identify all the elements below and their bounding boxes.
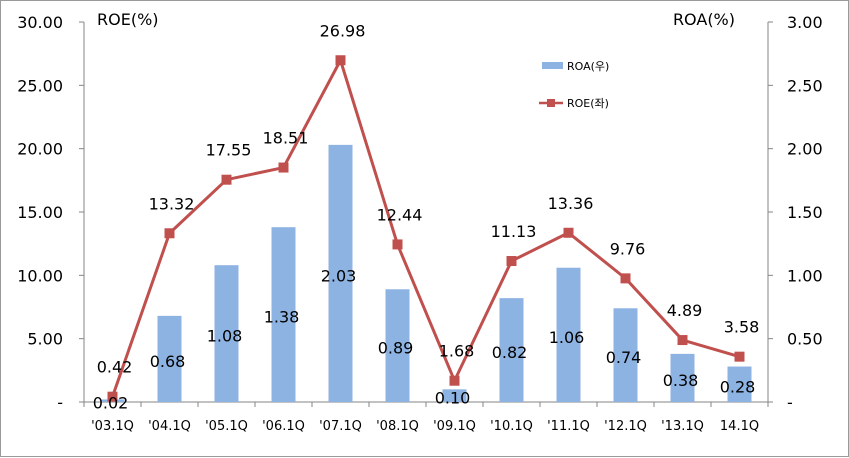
roa-data-label: 0.02 — [93, 394, 129, 413]
x-tick-label: '11.1Q — [547, 419, 590, 434]
roe-point — [278, 162, 289, 173]
roe-data-label: 3.58 — [724, 318, 760, 337]
y-tick-label: 20.00 — [17, 140, 63, 159]
y-tick-label: 30.00 — [17, 13, 63, 32]
roa-data-label: 0.28 — [720, 377, 756, 396]
roa-data-label: 2.03 — [321, 266, 357, 285]
roa-data-label: 0.10 — [435, 389, 471, 408]
roe-data-label: 26.98 — [320, 21, 366, 40]
y-tick-label: 10.00 — [17, 266, 63, 285]
legend-roe-label: ROE(좌) — [567, 97, 609, 110]
roa-data-label: 0.82 — [492, 343, 528, 362]
legend-roa-swatch — [542, 62, 563, 69]
roe-data-label: 4.89 — [667, 301, 703, 320]
y-tick-label: 25.00 — [17, 76, 63, 95]
y2-tick-label: 2.50 — [787, 76, 823, 95]
x-tick-label: '05.1Q — [205, 419, 248, 434]
roa-bar — [271, 227, 296, 402]
roe-data-label: 1.68 — [439, 342, 475, 361]
roe-point — [449, 375, 460, 386]
roa-data-label: 0.74 — [606, 348, 642, 367]
roe-point — [563, 227, 574, 238]
roa-bar — [385, 289, 410, 402]
roe-point — [164, 228, 175, 239]
y-axis-title: ROE(%) — [97, 10, 159, 29]
y2-tick-label: 2.00 — [787, 140, 823, 159]
legend-roe-marker — [547, 99, 555, 107]
roe-data-label: 12.44 — [377, 205, 423, 224]
x-tick-label: '12.1Q — [604, 419, 647, 434]
roe-data-label: 18.51 — [263, 129, 309, 148]
x-tick-label: '13.1Q — [661, 419, 704, 434]
axis-ticks: - 5.00 10.00 15.00 20.00 25.00 30.00 - 0.50 1.00 1… — [17, 13, 822, 434]
roe-point — [392, 239, 403, 250]
roa-bar — [328, 144, 353, 402]
legend-roa-label: ROA(우) — [567, 60, 609, 73]
roe-point — [734, 351, 745, 362]
roa-bar — [727, 366, 752, 402]
roe-point — [506, 256, 517, 267]
x-tick-label: '07.1Q — [319, 419, 362, 434]
roa-data-label: 1.08 — [207, 327, 243, 346]
x-tick-label: '06.1Q — [262, 419, 305, 434]
x-tick-label: 14.1Q — [720, 419, 759, 434]
x-tick-label: '09.1Q — [433, 419, 476, 434]
y2-tick-label: - — [787, 393, 793, 412]
y-tick-label: 5.00 — [27, 330, 63, 349]
roa-bar — [157, 315, 182, 402]
y2-tick-label: 0.50 — [787, 330, 823, 349]
roa-data-label: 0.68 — [150, 352, 186, 371]
data-labels: 0.02 0.68 1.08 1.38 2.03 0.89 0.10 0.82 1.06 0.74… — [93, 21, 760, 412]
roa-data-label: 0.38 — [663, 371, 699, 390]
x-tick-label: '10.1Q — [490, 419, 533, 434]
roe-line — [107, 55, 745, 402]
roa-bar — [613, 308, 638, 402]
roa-data-label: 1.38 — [264, 308, 300, 327]
x-tick-label: '04.1Q — [148, 419, 191, 434]
roe-data-label: 17.55 — [206, 141, 252, 160]
roe-data-label: 11.13 — [491, 222, 537, 241]
legend: ROA(우) ROE(좌) — [539, 60, 609, 110]
y-tick-label: 15.00 — [17, 203, 63, 222]
roe-data-label: 13.36 — [548, 194, 594, 213]
roa-bar — [214, 265, 239, 402]
roe-point — [107, 391, 118, 402]
x-tick-label: '03.1Q — [91, 419, 134, 434]
x-tick-label: '08.1Q — [376, 419, 419, 434]
roe-point — [677, 335, 688, 346]
roe-point — [335, 55, 346, 66]
y2-tick-label: 3.00 — [787, 13, 823, 32]
roa-bar — [670, 353, 695, 402]
y2-axis-title: ROA(%) — [673, 10, 735, 29]
roe-point — [221, 174, 232, 185]
roa-bar — [442, 389, 467, 402]
roa-data-label: 0.89 — [378, 339, 414, 358]
roa-bar — [499, 298, 524, 402]
roe-data-label: 13.32 — [149, 194, 195, 213]
roe-data-label: 9.76 — [610, 239, 646, 258]
y-tick-label: - — [57, 393, 63, 412]
roa-bar — [556, 267, 581, 402]
roa-data-label: 1.06 — [549, 328, 585, 347]
y2-tick-label: 1.50 — [787, 203, 823, 222]
roa-bars — [100, 144, 752, 402]
roe-point — [620, 273, 631, 284]
y2-tick-label: 1.00 — [787, 266, 823, 285]
roe-series-line — [111, 58, 740, 398]
roe-data-label: 0.42 — [97, 358, 133, 377]
